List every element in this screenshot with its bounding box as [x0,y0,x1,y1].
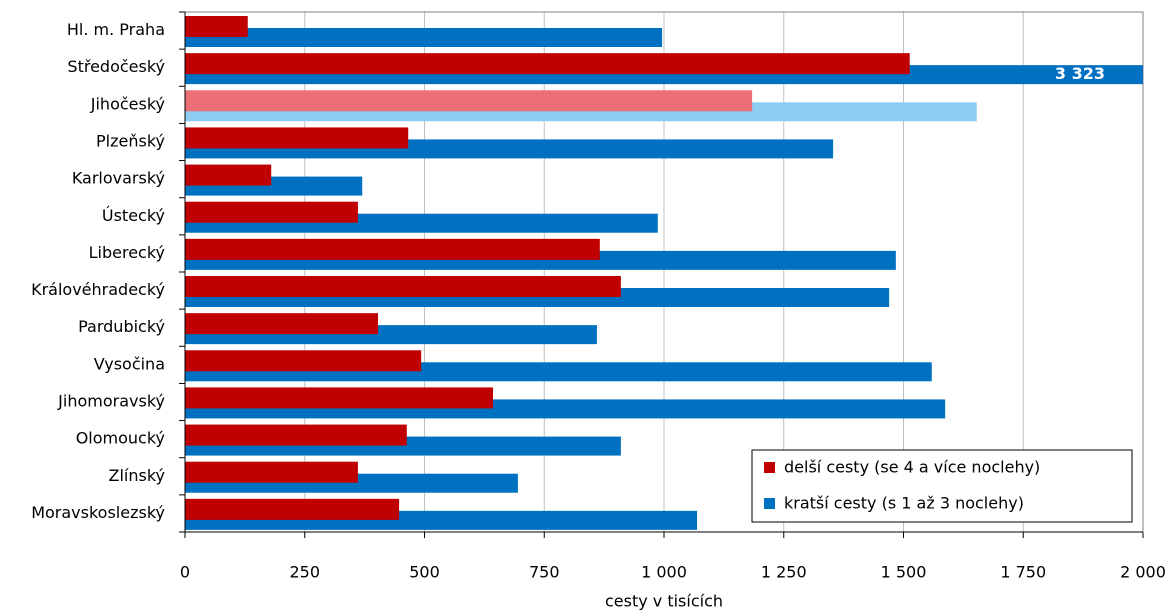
y-tick-label: Zlínský [109,466,166,485]
y-tick-label: Středočeský [67,57,165,76]
y-tick-label: Moravskoslezský [31,503,165,522]
y-tick-label: Vysočina [94,354,165,373]
y-tick-label: Karlovarský [72,169,165,188]
bar [185,201,358,223]
y-tick-label: Hl. m. Praha [67,20,165,39]
x-tick-label: 1 000 [641,563,687,582]
x-tick-label: 750 [529,563,560,582]
bars [185,16,1143,530]
value-label: 3 323 [1055,64,1105,83]
bar [185,276,621,297]
bar [185,238,600,260]
bar [185,164,272,186]
bar [185,90,753,112]
legend-box [751,449,1133,523]
bar [185,28,663,47]
bar [185,461,358,483]
y-tick-label: Jihomoravský [57,392,165,411]
legend-swatch [764,498,775,509]
bar [185,498,400,520]
x-tick-label: 1 750 [1000,563,1046,582]
x-tick-label: 1 500 [881,563,927,582]
x-tick-label: 250 [289,563,320,582]
x-tick-label: 1 250 [761,563,807,582]
bar [185,313,379,335]
legend-label: delší cesty (se 4 a více noclehy) [784,458,1040,477]
bar [185,350,422,372]
y-tick-label: Pardubický [78,317,165,336]
bar [185,16,248,37]
y-tick-label: Plzeňský [96,132,165,151]
x-tick-label: 2 000 [1120,563,1166,582]
bar [185,424,407,446]
bar [185,127,409,149]
y-tick-label: Královéhradecký [31,280,165,299]
legend-label: kratší cesty (s 1 až 3 noclehy) [784,494,1024,513]
x-tick-label: 500 [409,563,440,582]
x-axis-label: cesty v tisících [605,592,723,610]
bar [185,387,493,409]
legend-swatch [764,462,775,473]
y-tick-label: Liberecký [89,243,165,262]
x-tick-label: 0 [180,563,190,582]
y-tick-label: Olomoucký [76,429,165,448]
y-tick-label: Ústecký [102,206,165,225]
bar [185,53,910,75]
y-tick-label: Jihočeský [90,94,165,113]
